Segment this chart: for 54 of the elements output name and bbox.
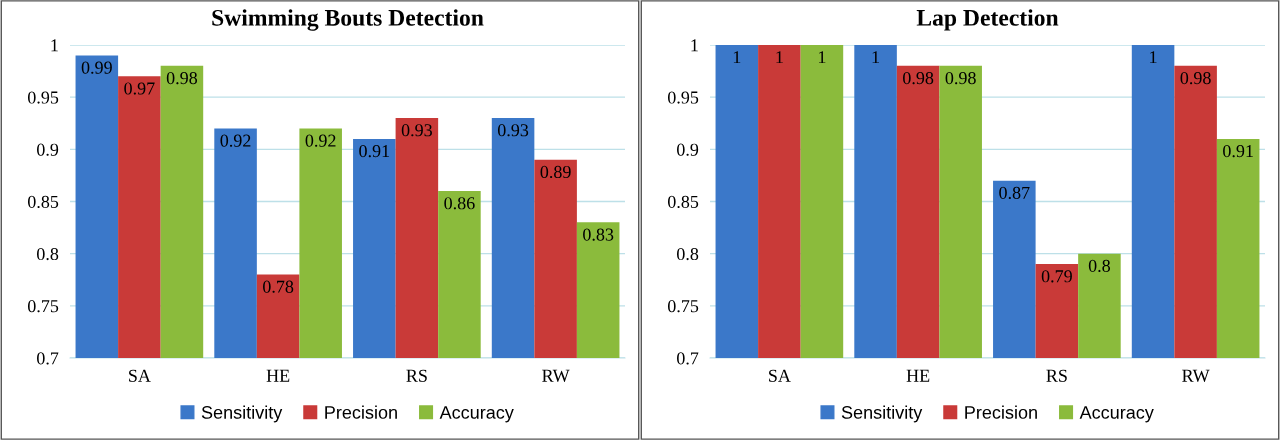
legend-label: Accuracy — [1079, 406, 1154, 423]
chart-title: Swimming Bouts Detection — [212, 9, 484, 31]
data-label: 1 — [819, 51, 826, 64]
data-label: 0.98 — [945, 71, 976, 85]
data-label: 0.99 — [81, 61, 112, 74]
y-tick-label: 0.8 — [677, 247, 699, 261]
x-tick-label: RW — [542, 369, 570, 382]
data-label: 0.97 — [124, 82, 155, 95]
data-label: 0.87 — [999, 186, 1030, 199]
data-label: 1 — [776, 51, 783, 64]
y-tick-label: 0.9 — [677, 143, 699, 156]
y-tick-label: 0.95 — [667, 91, 699, 104]
data-label: 0.91 — [359, 144, 390, 158]
data-label: 0.86 — [444, 197, 475, 210]
data-label: 0.93 — [497, 124, 529, 137]
legend-label: Precision — [325, 405, 397, 419]
x-tick-label: RS — [406, 369, 427, 382]
data-label: 1 — [733, 51, 741, 64]
data-label: 0.91 — [1223, 144, 1253, 158]
data-label: 1 — [1150, 51, 1157, 64]
y-tick-label: 0.95 — [27, 91, 59, 104]
x-tick-label: RW — [1182, 369, 1210, 382]
data-label: 0.83 — [583, 228, 614, 241]
data-label: 0.8 — [1088, 259, 1111, 273]
y-tick-label: 0.7 — [677, 352, 699, 365]
data-label: 0.89 — [540, 165, 571, 179]
x-tick-label: RS — [1046, 369, 1067, 382]
x-tick-label: HE — [906, 369, 930, 382]
data-label: 1 — [872, 51, 880, 64]
data-label: 0.78 — [263, 280, 294, 293]
x-tick-label: SA — [769, 369, 791, 382]
data-label: 0.98 — [166, 71, 198, 85]
y-tick-label: 0.7 — [37, 352, 59, 365]
legend-label: Precision — [965, 405, 1037, 419]
data-label: 0.92 — [220, 134, 251, 147]
legend-label: Sensitivity — [841, 405, 923, 423]
y-tick-label: 0.75 — [27, 300, 59, 313]
y-tick-label: 0.9 — [37, 143, 59, 156]
chart-title: Lap Detection — [916, 9, 1059, 31]
x-tick-label: SA — [129, 369, 151, 382]
data-label: 0.92 — [305, 134, 336, 147]
legend-label: Accuracy — [439, 406, 514, 423]
y-tick-label: 0.75 — [667, 300, 699, 313]
y-tick-label: 1 — [51, 39, 58, 52]
data-label: 0.79 — [1041, 270, 1072, 283]
y-tick-label: 1 — [691, 39, 698, 52]
y-tick-label: 0.8 — [37, 247, 59, 261]
data-label: 0.98 — [1180, 71, 1211, 85]
legend-label: Sensitivity — [201, 405, 283, 423]
y-tick-label: 0.85 — [667, 195, 699, 209]
data-label: 0.98 — [903, 71, 934, 85]
y-tick-label: 0.85 — [27, 195, 59, 209]
x-tick-label: HE — [266, 369, 290, 382]
data-label: 0.93 — [401, 124, 432, 137]
